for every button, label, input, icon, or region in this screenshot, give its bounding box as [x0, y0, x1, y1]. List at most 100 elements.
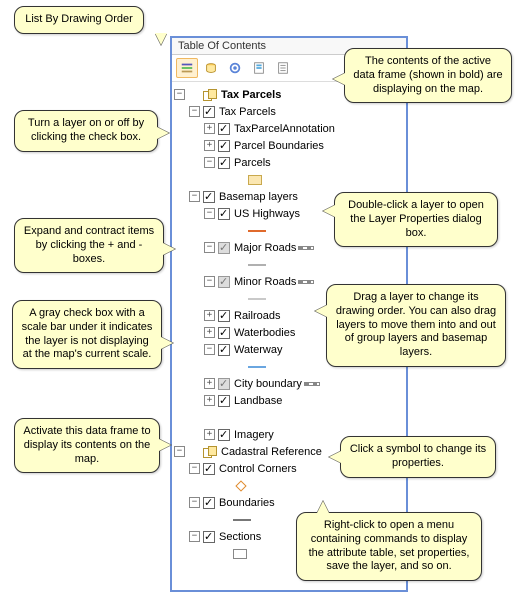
list-by-selection-button[interactable]: [248, 58, 270, 78]
spacer: [174, 409, 404, 426]
expander[interactable]: +: [204, 140, 215, 151]
layer-checkbox[interactable]: [218, 208, 230, 220]
layer-checkbox[interactable]: [218, 395, 230, 407]
symbol-swatch[interactable]: [248, 175, 262, 185]
expander[interactable]: −: [189, 531, 200, 542]
expander[interactable]: −: [189, 497, 200, 508]
expander[interactable]: +: [204, 123, 215, 134]
symbol-swatch[interactable]: [248, 264, 266, 266]
layer-checkbox[interactable]: [218, 242, 230, 254]
options-button[interactable]: [272, 58, 294, 78]
layer-checkbox[interactable]: [203, 497, 215, 509]
symbol-swatch[interactable]: [248, 366, 266, 368]
layer-checkbox: [233, 225, 245, 237]
layer-label: Landbase: [233, 395, 282, 407]
c-activate: Activate this data frame to display its …: [14, 418, 160, 473]
layer-city-boundary[interactable]: + City boundary: [174, 375, 404, 392]
symbol-parcels[interactable]: [174, 171, 404, 188]
layer-label: Cadastral Reference: [220, 446, 322, 458]
c-rightclick: Right-click to open a menu containing co…: [296, 512, 482, 581]
layer-checkbox: [233, 174, 245, 186]
list-by-visibility-button[interactable]: [224, 58, 246, 78]
layer-label: Sections: [218, 531, 261, 543]
expander: [204, 480, 215, 491]
expander[interactable]: −: [204, 157, 215, 168]
expander[interactable]: −: [204, 344, 215, 355]
symbol-swatch[interactable]: [248, 230, 266, 232]
expander: [219, 293, 230, 304]
symbol-control-corners[interactable]: [174, 477, 404, 494]
layer-checkbox[interactable]: [218, 378, 230, 390]
layer-label: Waterway: [233, 344, 283, 356]
expander[interactable]: +: [204, 327, 215, 338]
expander[interactable]: +: [204, 378, 215, 389]
layer-boundaries[interactable]: − Boundaries: [174, 494, 404, 511]
symbol-swatch[interactable]: [233, 519, 251, 521]
layer-label: Imagery: [233, 429, 274, 441]
group-tax-parcels[interactable]: − Tax Parcels: [174, 103, 404, 120]
layer-landbase[interactable]: + Landbase: [174, 392, 404, 409]
layer-label: Railroads: [233, 310, 280, 322]
layer-label: Control Corners: [218, 463, 297, 475]
layer-parcel-boundaries[interactable]: +Parcel Boundaries: [174, 137, 404, 154]
symbol-swatch[interactable]: [248, 298, 266, 300]
expander[interactable]: −: [204, 208, 215, 219]
layer-checkbox[interactable]: [218, 157, 230, 169]
layer-checkbox[interactable]: [218, 310, 230, 322]
layer-checkbox[interactable]: [218, 276, 230, 288]
layer-taxparcelannotation[interactable]: +TaxParcelAnnotation: [174, 120, 404, 137]
symbol-swatch[interactable]: [233, 549, 247, 559]
symbol-swatch[interactable]: [235, 480, 246, 491]
scale-indicator-icon: [298, 280, 314, 284]
layer-checkbox: [218, 480, 230, 492]
c-layerprops: Double-click a layer to open the Layer P…: [334, 192, 498, 247]
expander: [204, 514, 215, 525]
layer-label: Tax Parcels: [218, 106, 276, 118]
expander[interactable]: −: [204, 276, 215, 287]
dataframe-icon: [203, 89, 217, 101]
layer-checkbox[interactable]: [203, 106, 215, 118]
c-list-order: List By Drawing Order: [14, 6, 144, 34]
c-symbol: Click a symbol to change its properties.: [340, 436, 496, 478]
list-by-drawing-order-button[interactable]: [176, 58, 198, 78]
layer-checkbox: [188, 446, 200, 458]
layer-checkbox: [188, 89, 200, 101]
layer-label: US Highways: [233, 208, 300, 220]
layer-label: Tax Parcels: [220, 89, 281, 101]
layer-label: Parcels: [233, 157, 271, 169]
list-by-source-button[interactable]: [200, 58, 222, 78]
expander[interactable]: +: [204, 310, 215, 321]
layer-checkbox[interactable]: [203, 463, 215, 475]
layer-label: City boundary: [233, 378, 302, 390]
c-active-df: The contents of the active data frame (s…: [344, 48, 512, 103]
expander: [204, 548, 215, 559]
expander: [219, 412, 230, 423]
expander: [219, 174, 230, 185]
layer-checkbox[interactable]: [203, 191, 215, 203]
expander[interactable]: +: [204, 429, 215, 440]
layer-checkbox: [233, 259, 245, 271]
expander[interactable]: −: [174, 446, 185, 457]
expander[interactable]: −: [189, 463, 200, 474]
layer-label: Minor Roads: [233, 276, 296, 288]
layer-checkbox: [218, 514, 230, 526]
layer-parcels[interactable]: − Parcels: [174, 154, 404, 171]
layer-label: Boundaries: [218, 497, 275, 509]
expander[interactable]: −: [189, 191, 200, 202]
expander[interactable]: −: [174, 89, 185, 100]
symbol-major-roads[interactable]: [174, 256, 404, 273]
expander[interactable]: +: [204, 395, 215, 406]
layer-checkbox[interactable]: [218, 327, 230, 339]
expander[interactable]: −: [189, 106, 200, 117]
layer-checkbox[interactable]: [218, 344, 230, 356]
layer-label: Basemap layers: [218, 191, 298, 203]
c-drag: Drag a layer to change its drawing order…: [326, 284, 506, 367]
layer-checkbox[interactable]: [218, 429, 230, 441]
layer-checkbox[interactable]: [218, 140, 230, 152]
layer-checkbox: [218, 548, 230, 560]
layer-checkbox[interactable]: [218, 123, 230, 135]
dataframe-icon: [203, 446, 217, 458]
layer-checkbox[interactable]: [203, 531, 215, 543]
expander[interactable]: −: [204, 242, 215, 253]
layer-label: Major Roads: [233, 242, 296, 254]
